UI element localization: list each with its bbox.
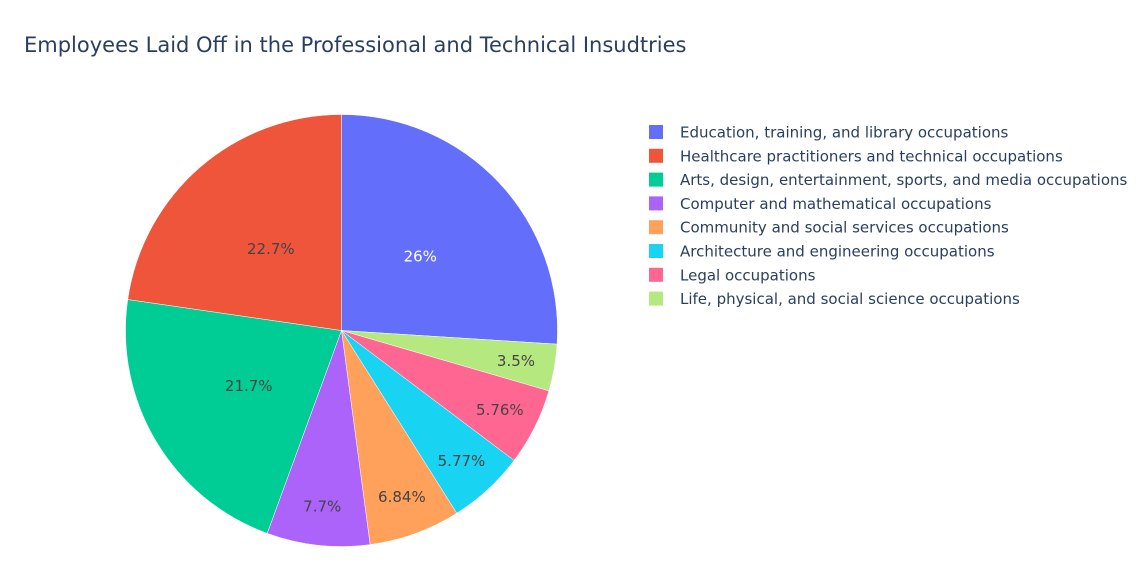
pie-label-life-physical-and-social-science-occupations: 3.5% (497, 352, 535, 370)
legend-label: Community and social services occupation… (680, 219, 1009, 237)
legend-item-community-and-social-services-occupations[interactable]: Community and social services occupation… (649, 219, 1009, 237)
legend-label: Education, training, and library occupat… (680, 124, 1009, 142)
legend: Education, training, and library occupat… (649, 124, 1127, 309)
pie-label-architecture-and-engineering-occupations: 5.77% (438, 452, 486, 470)
legend-item-legal-occupations[interactable]: Legal occupations (649, 266, 816, 284)
pie-slice-healthcare-practitioners-and-technical-occupations[interactable] (128, 114, 342, 330)
pie-slices (126, 114, 558, 546)
legend-swatch (649, 149, 663, 163)
pie-label-healthcare-practitioners-and-technical-occupations: 22.7% (247, 240, 295, 258)
legend-item-computer-and-mathematical-occupations[interactable]: Computer and mathematical occupations (649, 195, 992, 213)
pie-label-community-and-social-services-occupations: 6.84% (378, 488, 426, 506)
legend-swatch (649, 196, 663, 210)
legend-swatch (649, 244, 663, 258)
legend-label: Computer and mathematical occupations (680, 195, 992, 213)
legend-item-education-training-and-library-occupations[interactable]: Education, training, and library occupat… (649, 124, 1009, 142)
legend-swatch (649, 292, 663, 306)
legend-item-life-physical-and-social-science-occupations[interactable]: Life, physical, and social science occup… (649, 290, 1020, 308)
legend-label: Arts, design, entertainment, sports, and… (680, 171, 1127, 189)
legend-swatch (649, 125, 663, 139)
legend-item-healthcare-practitioners-and-technical-occupations[interactable]: Healthcare practitioners and technical o… (649, 147, 1063, 165)
pie-slice-education-training-and-library-occupations[interactable] (342, 115, 558, 345)
legend-label: Legal occupations (680, 266, 816, 284)
pie-label-legal-occupations: 5.76% (476, 401, 524, 419)
legend-label: Healthcare practitioners and technical o… (680, 147, 1063, 165)
pie-label-education-training-and-library-occupations: 26% (404, 248, 437, 266)
legend-swatch (649, 220, 663, 234)
legend-label: Life, physical, and social science occup… (680, 290, 1020, 308)
legend-swatch (649, 268, 663, 282)
chart-title: Employees Laid Off in the Professional a… (24, 33, 686, 57)
legend-item-arts-design-entertainment-sports-and-media-occupations[interactable]: Arts, design, entertainment, sports, and… (649, 171, 1127, 189)
pie-label-arts-design-entertainment-sports-and-media-occupations: 21.7% (225, 377, 273, 395)
legend-label: Architecture and engineering occupations (680, 243, 995, 261)
legend-swatch (649, 173, 663, 187)
pie-label-computer-and-mathematical-occupations: 7.7% (303, 498, 341, 516)
legend-item-architecture-and-engineering-occupations[interactable]: Architecture and engineering occupations (649, 243, 995, 261)
